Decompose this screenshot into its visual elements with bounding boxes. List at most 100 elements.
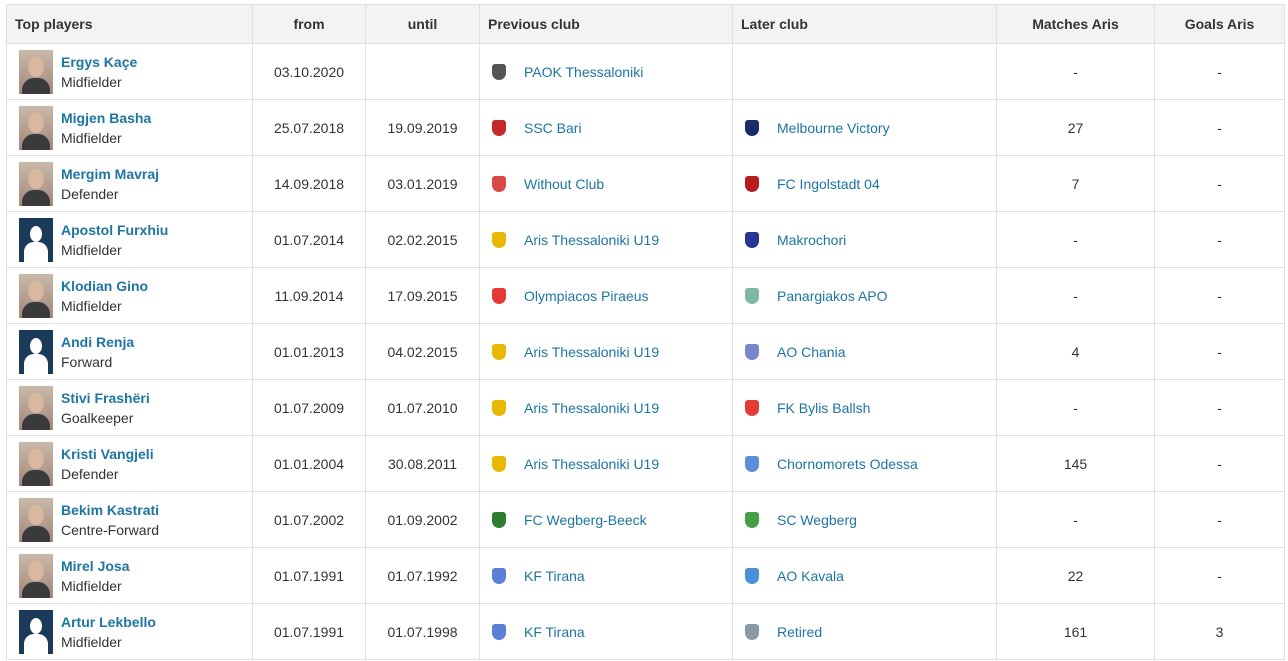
- player-name-link[interactable]: Migjen Basha: [61, 109, 152, 126]
- melbourne-victory-crest-icon[interactable]: [745, 119, 759, 136]
- until-date: 02.02.2015: [365, 211, 480, 268]
- player-name-link[interactable]: Mirel Josa: [61, 557, 130, 574]
- player-avatar[interactable]: [19, 497, 53, 542]
- without-club-icon[interactable]: [492, 175, 506, 192]
- player-avatar[interactable]: [19, 441, 53, 486]
- player-avatar[interactable]: [19, 553, 53, 598]
- player-name-link[interactable]: Bekim Kastrati: [61, 501, 160, 518]
- previous-club-link[interactable]: FC Wegberg-Beeck: [524, 511, 647, 528]
- table-row: Andi Renja Forward 01.01.2013 04.02.2015…: [6, 323, 1285, 380]
- previous-club-link[interactable]: Without Club: [524, 175, 605, 192]
- player-avatar[interactable]: [19, 273, 53, 318]
- previous-club-link[interactable]: SSC Bari: [524, 119, 582, 136]
- kf-tirana-crest-icon[interactable]: [492, 567, 506, 584]
- table-row: Ergys Kaçe Midfielder 03.10.2020 PAOK Th…: [6, 43, 1285, 100]
- panargiakos-crest-icon[interactable]: [745, 287, 759, 304]
- table-row: Kristi Vangjeli Defender 01.01.2004 30.0…: [6, 435, 1285, 492]
- player-avatar[interactable]: [19, 329, 53, 374]
- previous-club-cell: Olympiacos Piraeus: [479, 267, 733, 324]
- from-date: 25.07.2018: [252, 99, 366, 156]
- table-row: Mirel Josa Midfielder 01.07.1991 01.07.1…: [6, 547, 1285, 604]
- previous-club-link[interactable]: KF Tirana: [524, 567, 585, 584]
- later-club-link[interactable]: AO Kavala: [777, 567, 844, 584]
- until-date: 17.09.2015: [365, 267, 480, 324]
- player-position: Midfielder: [61, 633, 122, 650]
- header-previous-club[interactable]: Previous club: [479, 4, 733, 44]
- from-date: 01.07.2009: [252, 379, 366, 436]
- aris-crest-icon[interactable]: [492, 399, 506, 416]
- later-club-link[interactable]: SC Wegberg: [777, 511, 857, 528]
- from-date: 01.07.1991: [252, 603, 366, 660]
- previous-club-link[interactable]: KF Tirana: [524, 623, 585, 640]
- paok-crest-icon[interactable]: [492, 63, 506, 80]
- previous-club-link[interactable]: Aris Thessaloniki U19: [524, 343, 660, 360]
- later-club-link[interactable]: Retired: [777, 623, 823, 640]
- aris-crest-icon[interactable]: [492, 343, 506, 360]
- later-club-link[interactable]: AO Chania: [777, 343, 846, 360]
- player-avatar[interactable]: [19, 49, 53, 94]
- later-club-link[interactable]: FK Bylis Ballsh: [777, 399, 871, 416]
- player-cell: Artur Lekbello Midfielder: [6, 603, 253, 660]
- later-club-link[interactable]: Chornomorets Odessa: [777, 455, 918, 472]
- previous-club-cell: Aris Thessaloniki U19: [479, 323, 733, 380]
- previous-club-link[interactable]: Aris Thessaloniki U19: [524, 399, 660, 416]
- player-position: Centre-Forward: [61, 521, 160, 538]
- bari-crest-icon[interactable]: [492, 119, 506, 136]
- player-name-link[interactable]: Kristi Vangjeli: [61, 445, 154, 462]
- table-row: Migjen Basha Midfielder 25.07.2018 19.09…: [6, 99, 1285, 156]
- until-date: [365, 43, 480, 100]
- previous-club-link[interactable]: Aris Thessaloniki U19: [524, 231, 660, 248]
- player-avatar[interactable]: [19, 217, 53, 262]
- later-club-link[interactable]: FC Ingolstadt 04: [777, 175, 880, 192]
- previous-club-cell: FC Wegberg-Beeck: [479, 491, 733, 548]
- player-name-link[interactable]: Klodian Gino: [61, 277, 149, 294]
- kf-tirana-crest-icon[interactable]: [492, 623, 506, 640]
- player-avatar[interactable]: [19, 609, 53, 654]
- header-until[interactable]: until: [365, 4, 480, 44]
- later-club-link[interactable]: Makrochori: [777, 231, 847, 248]
- aris-crest-icon[interactable]: [492, 231, 506, 248]
- ao-chania-crest-icon[interactable]: [745, 343, 759, 360]
- bylis-crest-icon[interactable]: [745, 399, 759, 416]
- until-date: 01.09.2002: [365, 491, 480, 548]
- later-club-cell: AO Chania: [732, 323, 997, 380]
- ingolstadt-crest-icon[interactable]: [745, 175, 759, 192]
- later-club-link[interactable]: Melbourne Victory: [777, 119, 890, 136]
- makrochori-crest-icon[interactable]: [745, 231, 759, 248]
- player-avatar[interactable]: [19, 161, 53, 206]
- previous-club-cell: Without Club: [479, 155, 733, 212]
- player-avatar[interactable]: [19, 105, 53, 150]
- aris-crest-icon[interactable]: [492, 455, 506, 472]
- from-date: 14.09.2018: [252, 155, 366, 212]
- ao-kavala-crest-icon[interactable]: [745, 567, 759, 584]
- previous-club-link[interactable]: Olympiacos Piraeus: [524, 287, 649, 304]
- player-name-link[interactable]: Apostol Furxhiu: [61, 221, 169, 238]
- matches-count: 161: [996, 603, 1155, 660]
- chornomorets-crest-icon[interactable]: [745, 455, 759, 472]
- player-name-link[interactable]: Ergys Kaçe: [61, 53, 138, 70]
- header-goals[interactable]: Goals Aris: [1154, 4, 1285, 44]
- players-table-container: Top players from until Previous club Lat…: [6, 4, 1285, 660]
- matches-count: 7: [996, 155, 1155, 212]
- later-club-link[interactable]: Panargiakos APO: [777, 287, 888, 304]
- player-name-link[interactable]: Andi Renja: [61, 333, 135, 350]
- header-later-club[interactable]: Later club: [732, 4, 997, 44]
- retired-icon[interactable]: [745, 623, 759, 640]
- matches-count: -: [996, 379, 1155, 436]
- header-from[interactable]: from: [252, 4, 366, 44]
- previous-club-cell: Aris Thessaloniki U19: [479, 435, 733, 492]
- player-name-link[interactable]: Stivi Frashëri: [61, 389, 150, 406]
- player-position: Forward: [61, 353, 113, 370]
- header-players[interactable]: Top players: [6, 4, 253, 44]
- previous-club-link[interactable]: Aris Thessaloniki U19: [524, 455, 660, 472]
- goals-count: -: [1154, 211, 1285, 268]
- wegberg-beeck-crest-icon[interactable]: [492, 511, 506, 528]
- sc-wegberg-crest-icon[interactable]: [745, 511, 759, 528]
- player-avatar[interactable]: [19, 385, 53, 430]
- olympiacos-crest-icon[interactable]: [492, 287, 506, 304]
- player-name-link[interactable]: Artur Lekbello: [61, 613, 156, 630]
- goals-count: 3: [1154, 603, 1285, 660]
- previous-club-link[interactable]: PAOK Thessaloniki: [524, 63, 644, 80]
- header-matches[interactable]: Matches Aris: [996, 4, 1155, 44]
- player-name-link[interactable]: Mergim Mavraj: [61, 165, 160, 182]
